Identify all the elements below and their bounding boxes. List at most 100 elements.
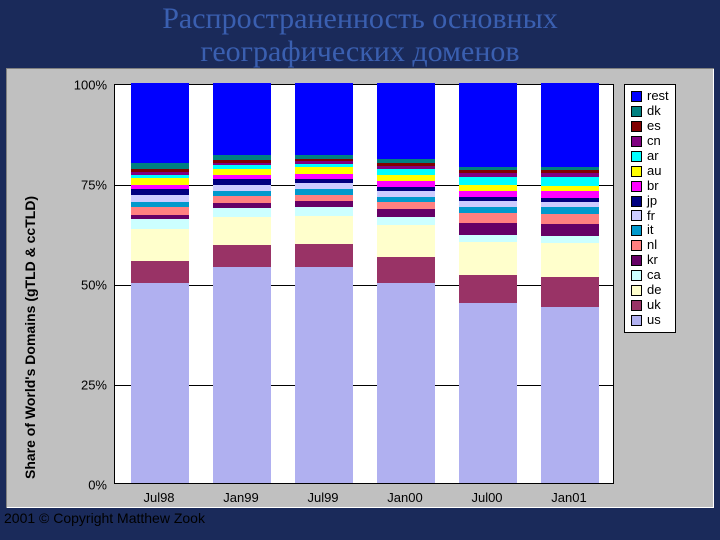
bar-column <box>377 83 435 483</box>
legend: restdkescnaraubrjpfritnlkrcadeukus <box>624 84 676 333</box>
bar-segment-it <box>541 207 599 214</box>
bar-segment-ca <box>541 236 599 243</box>
legend-label: es <box>647 119 661 134</box>
bar-segment-kr <box>459 223 517 235</box>
bar-segment-ca <box>213 208 271 217</box>
bar-segment-de <box>295 216 353 244</box>
bar-segment-uk <box>131 261 189 283</box>
bottom-bar <box>0 528 720 540</box>
legend-label: us <box>647 313 661 328</box>
bar-segment-ar <box>541 177 599 186</box>
bar-segment-nl <box>131 207 189 215</box>
legend-item-ar: ar <box>631 149 669 164</box>
bar-segment-de <box>213 217 271 245</box>
legend-swatch-icon <box>631 225 642 236</box>
title-line-1: Распространенность основных <box>0 2 720 35</box>
bar-segment-de <box>459 242 517 275</box>
legend-label: uk <box>647 298 661 313</box>
bar-segment-nl <box>459 213 517 223</box>
legend-label: cn <box>647 134 661 149</box>
legend-swatch-icon <box>631 300 642 311</box>
legend-item-rest: rest <box>631 89 669 104</box>
bar-segment-rest <box>541 83 599 167</box>
legend-label: ar <box>647 149 659 164</box>
y-tick-label: 25% <box>79 378 109 393</box>
bar-segment-de <box>131 229 189 261</box>
x-tick-label: Jul00 <box>471 490 502 505</box>
bar-segment-nl <box>213 196 271 203</box>
bar-segment-us <box>377 283 435 483</box>
legend-item-au: au <box>631 164 669 179</box>
bar-column <box>459 83 517 483</box>
legend-label: jp <box>647 194 657 209</box>
y-tick-label: 100% <box>72 78 109 93</box>
bar-column <box>213 83 271 483</box>
legend-item-us: us <box>631 313 669 328</box>
bar-segment-ca <box>459 235 517 242</box>
legend-item-dk: dk <box>631 104 669 119</box>
bar-segment-us <box>213 267 271 483</box>
legend-item-it: it <box>631 223 669 238</box>
legend-swatch-icon <box>631 136 642 147</box>
legend-item-fr: fr <box>631 209 669 224</box>
legend-swatch-icon <box>631 91 642 102</box>
gridline <box>115 285 613 286</box>
bar-segment-au <box>213 169 271 176</box>
gridline <box>115 185 613 186</box>
bar-column <box>295 83 353 483</box>
legend-item-ca: ca <box>631 268 669 283</box>
bar-segment-rest <box>131 83 189 163</box>
slide-title: Распространенность основных географическ… <box>0 2 720 68</box>
y-tick-label: 0% <box>86 478 109 493</box>
bar-segment-uk <box>459 275 517 303</box>
legend-swatch-icon <box>631 270 642 281</box>
plot-area: 0%25%50%75%100% <box>114 84 614 484</box>
legend-label: nl <box>647 238 657 253</box>
slide: Распространенность основных географическ… <box>0 0 720 540</box>
bar-segment-us <box>295 267 353 483</box>
legend-item-cn: cn <box>631 134 669 149</box>
bar-segment-uk <box>213 245 271 267</box>
legend-label: au <box>647 164 661 179</box>
legend-label: de <box>647 283 661 298</box>
legend-swatch-icon <box>631 106 642 117</box>
legend-swatch-icon <box>631 166 642 177</box>
legend-label: dk <box>647 104 661 119</box>
title-line-2: географических доменов <box>0 35 720 68</box>
bar-segment-nl <box>377 202 435 209</box>
bar-segment-ar <box>459 177 517 186</box>
legend-swatch-icon <box>631 196 642 207</box>
legend-swatch-icon <box>631 285 642 296</box>
y-tick-label: 50% <box>79 278 109 293</box>
bar-column <box>541 83 599 483</box>
bar-segment-us <box>541 307 599 483</box>
bar-column <box>131 83 189 483</box>
bar-segment-uk <box>377 257 435 283</box>
legend-swatch-icon <box>631 315 642 326</box>
bar-segment-us <box>459 303 517 483</box>
legend-item-jp: jp <box>631 194 669 209</box>
bar-segment-fr <box>131 195 189 202</box>
y-axis-label: Share of World's Domains (gTLD & ccTLD) <box>22 196 38 479</box>
bar-segment-au <box>131 178 189 185</box>
x-tick-label: Jul98 <box>143 490 174 505</box>
legend-label: rest <box>647 89 669 104</box>
x-tick-label: Jan01 <box>551 490 586 505</box>
legend-swatch-icon <box>631 151 642 162</box>
bar-segment-nl <box>541 214 599 224</box>
legend-swatch-icon <box>631 121 642 132</box>
bar-segment-de <box>541 243 599 277</box>
legend-swatch-icon <box>631 210 642 221</box>
legend-swatch-icon <box>631 181 642 192</box>
gridline <box>115 385 613 386</box>
legend-label: ca <box>647 268 661 283</box>
bar-segment-rest <box>295 83 353 155</box>
legend-item-de: de <box>631 283 669 298</box>
bar-segment-rest <box>377 83 435 159</box>
legend-label: br <box>647 179 659 194</box>
legend-label: fr <box>647 209 655 224</box>
chart-card: 0%25%50%75%100% Share of World's Domains… <box>6 68 714 508</box>
legend-label: kr <box>647 253 658 268</box>
bar-segment-kr <box>541 224 599 236</box>
legend-swatch-icon <box>631 240 642 251</box>
